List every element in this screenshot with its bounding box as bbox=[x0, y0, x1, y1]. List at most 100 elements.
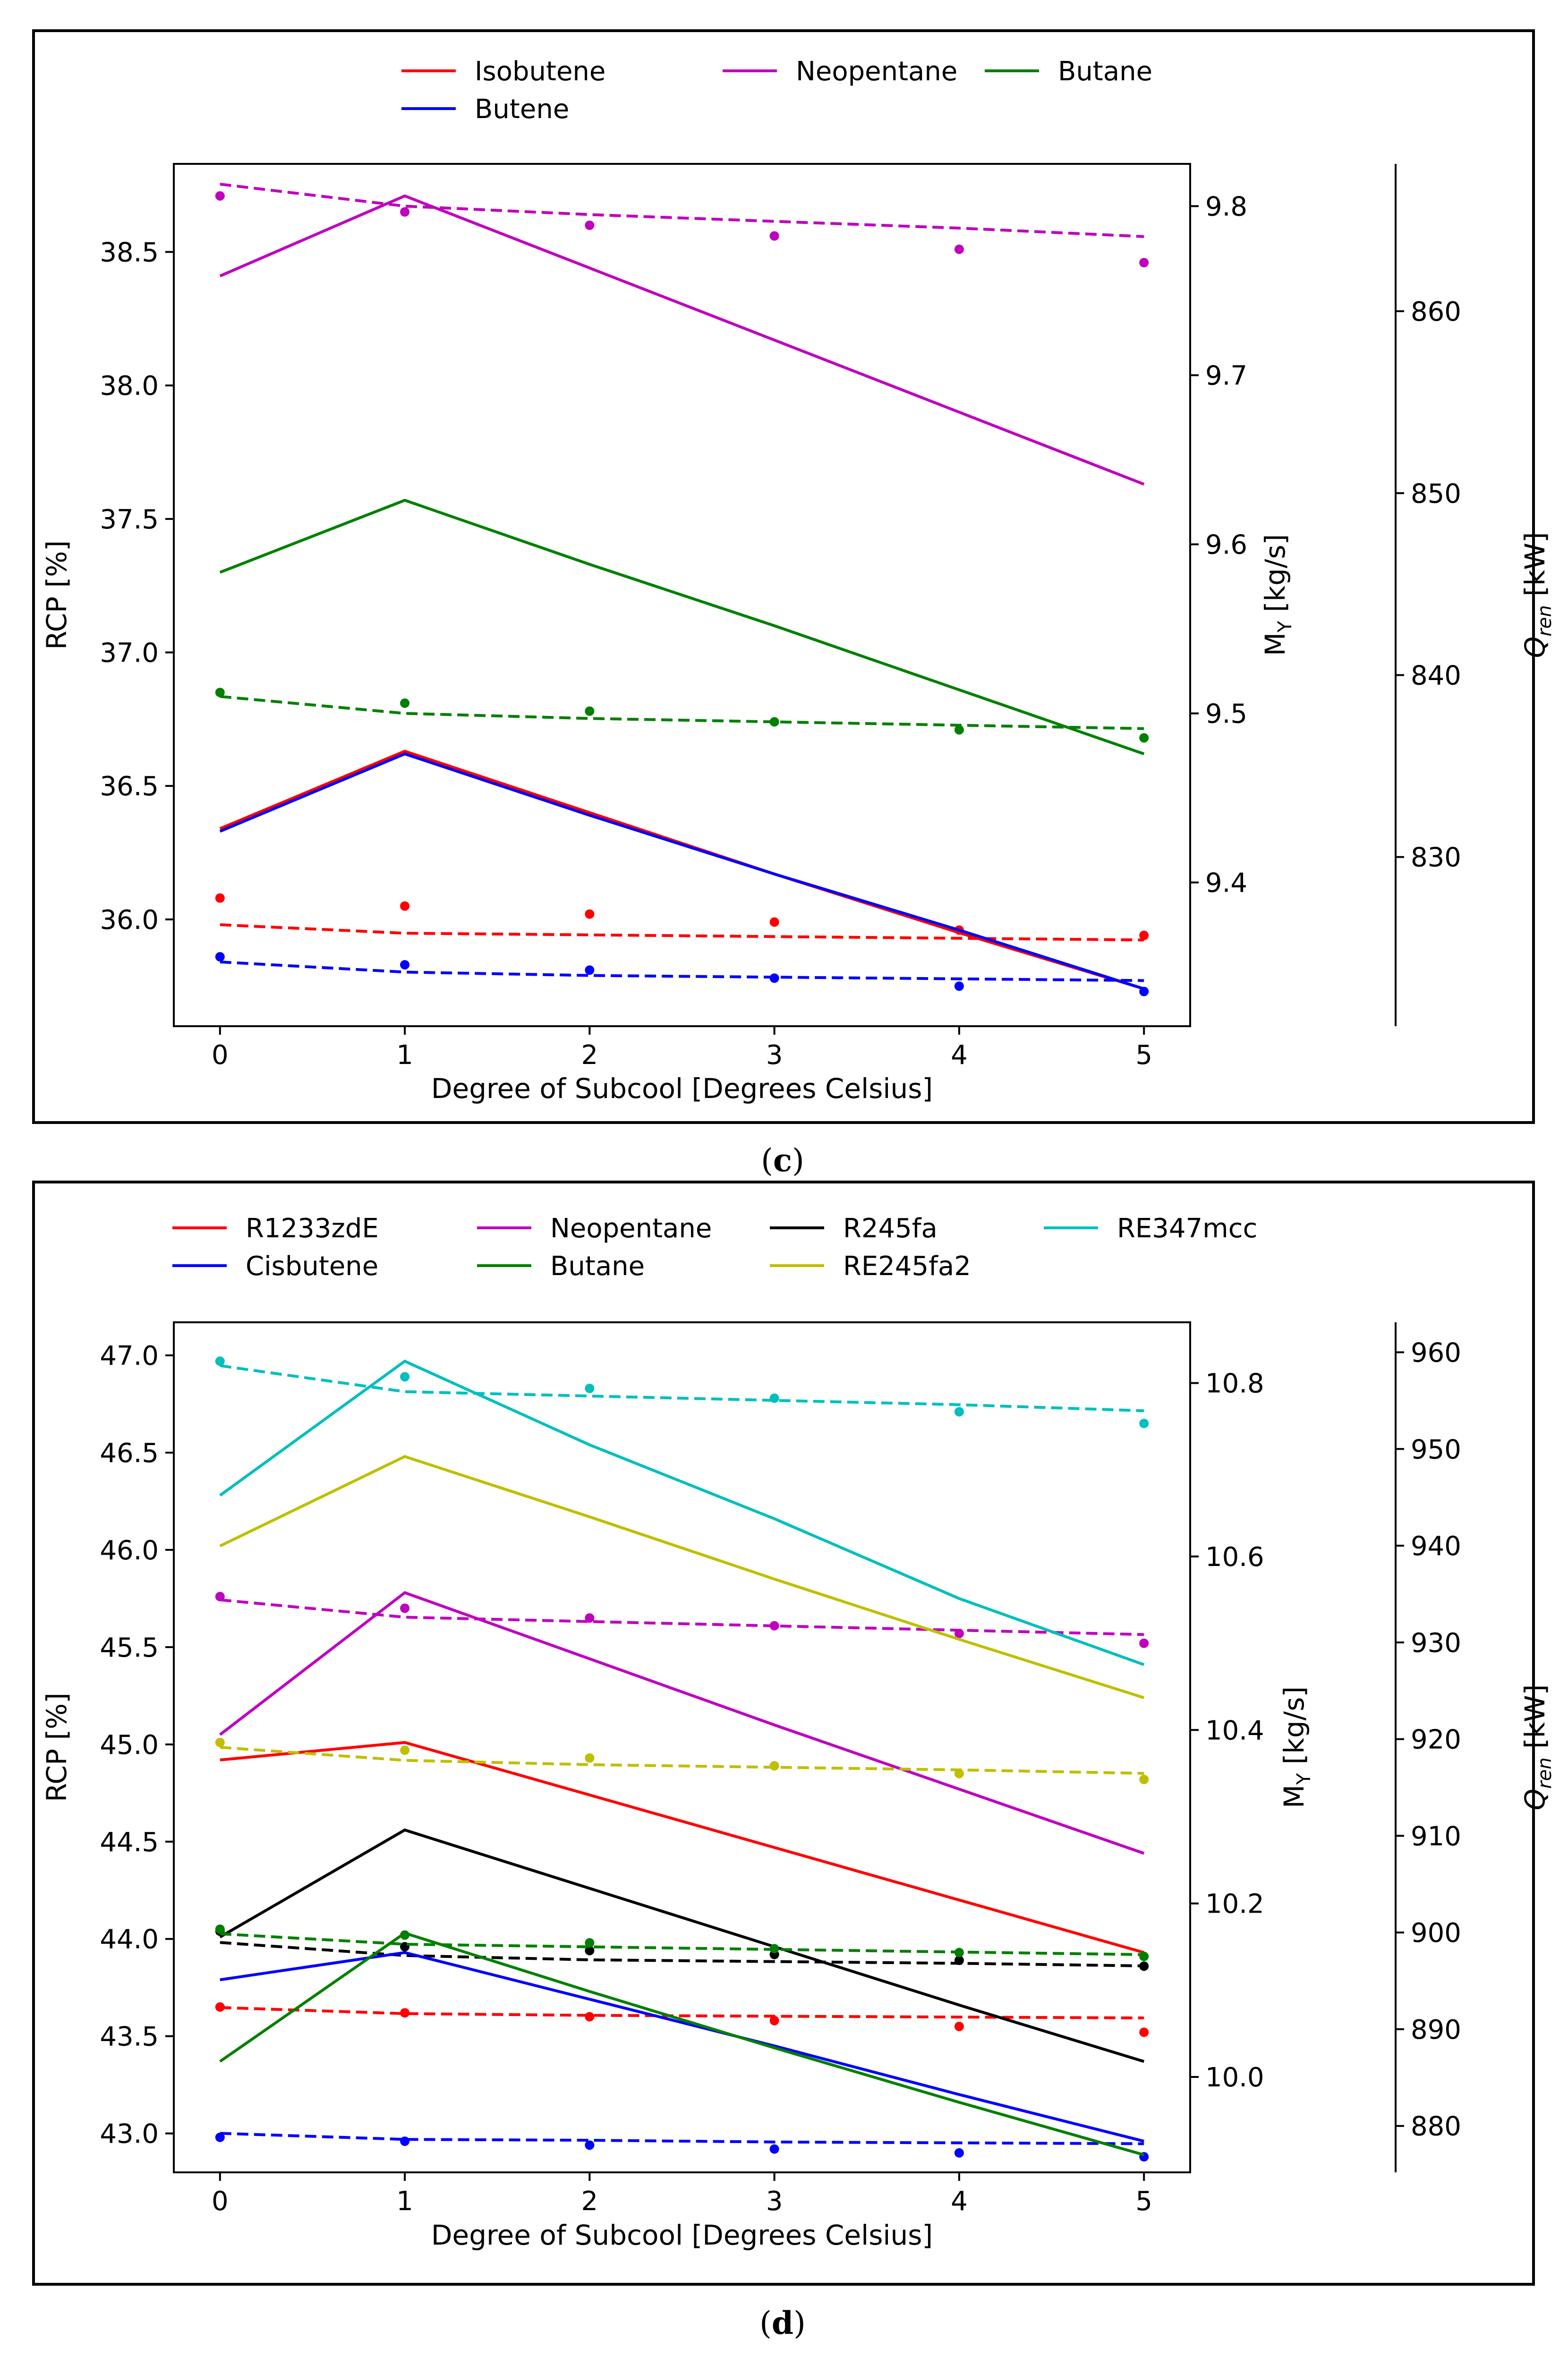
series-butane-point bbox=[400, 698, 410, 708]
legend-label-neopentane: Neopentane bbox=[550, 1213, 712, 1244]
y3-tick-label: 880 bbox=[1411, 2111, 1461, 2142]
series-neopentane-point bbox=[215, 1591, 225, 1601]
y2-tick-label: 10.6 bbox=[1205, 1542, 1264, 1573]
legend-label-re245fa2: RE245fa2 bbox=[843, 1251, 971, 1282]
series-re347mcc-my-line bbox=[220, 1364, 1144, 1412]
y2-tick-label: 9.8 bbox=[1205, 192, 1247, 222]
y-tick-label: 36.0 bbox=[100, 905, 159, 936]
y3-axis-label-main: Q bbox=[1519, 1789, 1551, 1811]
series-neopentane-point bbox=[400, 207, 410, 217]
series-cisbutene-point bbox=[400, 2136, 410, 2146]
series-r245fa-point bbox=[954, 1956, 964, 1966]
series-r1233zde-my-line bbox=[220, 2006, 1144, 2020]
series-neopentane-point bbox=[1139, 258, 1149, 268]
y-tick-label: 37.0 bbox=[100, 638, 159, 669]
series-neopentane-point bbox=[1139, 1638, 1149, 1648]
series-butene-point bbox=[215, 952, 225, 962]
series-neopentane-my-line bbox=[220, 1598, 1144, 1636]
series-r245fa-my-line bbox=[220, 1941, 1144, 1967]
legend-label-r1233zde: R1233zdE bbox=[246, 1213, 379, 1244]
y-tick-label: 45.5 bbox=[100, 1633, 159, 1663]
series-neopentane-point bbox=[769, 1621, 779, 1631]
y-tick-label: 46.0 bbox=[100, 1535, 159, 1566]
series-butane-point bbox=[585, 706, 595, 716]
x-tick-label: 1 bbox=[396, 2186, 413, 2217]
y-tick-label: 38.0 bbox=[100, 371, 159, 401]
y3-tick-label: 950 bbox=[1411, 1434, 1461, 1465]
series-cisbutene-my-line bbox=[220, 2132, 1144, 2145]
x-tick-label: 5 bbox=[1135, 2186, 1152, 2217]
series-butane-rcp-line bbox=[219, 1932, 1145, 2156]
series-cisbutene-rcp-line bbox=[220, 1951, 1144, 2143]
panel-d-frame bbox=[32, 1181, 1535, 2286]
y3-tick-label: 960 bbox=[1411, 1337, 1461, 1368]
y3-tick-label: 910 bbox=[1411, 1821, 1461, 1852]
series-butane-point bbox=[215, 1924, 225, 1934]
legend-label-butane: Butane bbox=[1058, 56, 1152, 87]
caption-c-pre: ( bbox=[761, 1142, 773, 1179]
series-butene-point bbox=[400, 960, 410, 970]
series-re245fa2-point bbox=[585, 1753, 595, 1763]
series-butane-point bbox=[1139, 1951, 1149, 1961]
y-axis-label: RCP [%] bbox=[41, 1693, 73, 1802]
y-tick-label: 37.5 bbox=[100, 504, 159, 535]
x-tick-label: 0 bbox=[212, 2186, 229, 2217]
y3-axis-label-main: Q bbox=[1519, 637, 1551, 658]
y3-tick-label: 940 bbox=[1411, 1531, 1461, 1562]
series-re347mcc-point bbox=[769, 1393, 779, 1403]
y2-tick-label: 9.5 bbox=[1205, 699, 1247, 730]
series-re347mcc-point bbox=[400, 1372, 410, 1382]
legend-label-butane: Butane bbox=[550, 1251, 645, 1282]
series-neopentane-point bbox=[585, 221, 595, 230]
series-r245fa-rcp-line bbox=[219, 1828, 1145, 2063]
series-butane-rcp-line bbox=[219, 499, 1145, 756]
x-tick-label: 5 bbox=[1135, 1040, 1152, 1071]
y2-axis-label-main: M bbox=[1278, 1785, 1310, 1808]
x-tick-label: 0 bbox=[212, 1040, 229, 1071]
series-isobutene-point bbox=[769, 917, 779, 927]
plot-area-frame bbox=[173, 163, 1191, 1027]
x-tick-label: 1 bbox=[396, 1040, 413, 1071]
y3-tick-label: 850 bbox=[1411, 478, 1461, 509]
x-tick-label: 3 bbox=[766, 2186, 783, 2217]
series-butene-point bbox=[769, 973, 779, 983]
series-neopentane-rcp-line bbox=[219, 194, 1145, 486]
series-re245fa2-point bbox=[769, 1761, 779, 1771]
series-r245fa-point bbox=[1139, 1961, 1149, 1971]
legend-label-isobutene: Isobutene bbox=[475, 56, 605, 87]
series-neopentane-my-line bbox=[220, 182, 1144, 238]
y2-axis-label-unit: [kg/s] bbox=[1278, 1686, 1310, 1773]
series-neopentane-point bbox=[769, 231, 779, 241]
y2-axis-label-main: M bbox=[1259, 632, 1291, 656]
chart-d: 0 1 2 3 4 5 43.0 43.5 44.0 44.5 45.0 45.5 46.0 46.5 47… bbox=[41, 1213, 1556, 2251]
x-tick-label: 3 bbox=[766, 1040, 783, 1071]
caption-d-letter: d bbox=[771, 2305, 794, 2341]
series-butene-point bbox=[1139, 987, 1149, 996]
series-r1233zde-point bbox=[954, 2022, 964, 2032]
y2-axis-label: MY [kg/s] bbox=[1259, 534, 1296, 656]
series-re245fa2-my-line bbox=[220, 1746, 1144, 1775]
y-tick-label: 36.5 bbox=[100, 771, 159, 802]
y-tick-label: 45.0 bbox=[100, 1730, 159, 1761]
plot-area-frame bbox=[173, 1321, 1191, 2173]
caption-c-letter: c bbox=[773, 1142, 793, 1179]
y-tick-label: 47.0 bbox=[100, 1341, 159, 1371]
caption-c-post: ) bbox=[792, 1142, 804, 1179]
series-cisbutene-point bbox=[585, 2140, 595, 2150]
y3-tick-label: 930 bbox=[1411, 1628, 1461, 1659]
y3-tick-label: 920 bbox=[1411, 1725, 1461, 1755]
series-r1233zde-point bbox=[769, 2016, 779, 2025]
y3-axis-label-unit: [kW] bbox=[1519, 532, 1551, 605]
x-tick-label: 2 bbox=[581, 2186, 598, 2217]
y3-tick-label: 830 bbox=[1411, 842, 1461, 873]
series-re245fa2-point bbox=[954, 1769, 964, 1778]
series-isobutene-rcp-line bbox=[219, 749, 1145, 990]
y2-tick-label: 9.7 bbox=[1205, 361, 1247, 391]
series-butane-point bbox=[954, 725, 964, 735]
y-tick-label: 44.0 bbox=[100, 1924, 159, 1955]
series-butene-point bbox=[954, 981, 964, 991]
series-cisbutene-point bbox=[954, 2148, 964, 2158]
series-re347mcc-point bbox=[585, 1384, 595, 1394]
y-tick-label: 43.0 bbox=[100, 2119, 159, 2150]
y3-axis-label-unit: [kW] bbox=[1519, 1685, 1551, 1758]
